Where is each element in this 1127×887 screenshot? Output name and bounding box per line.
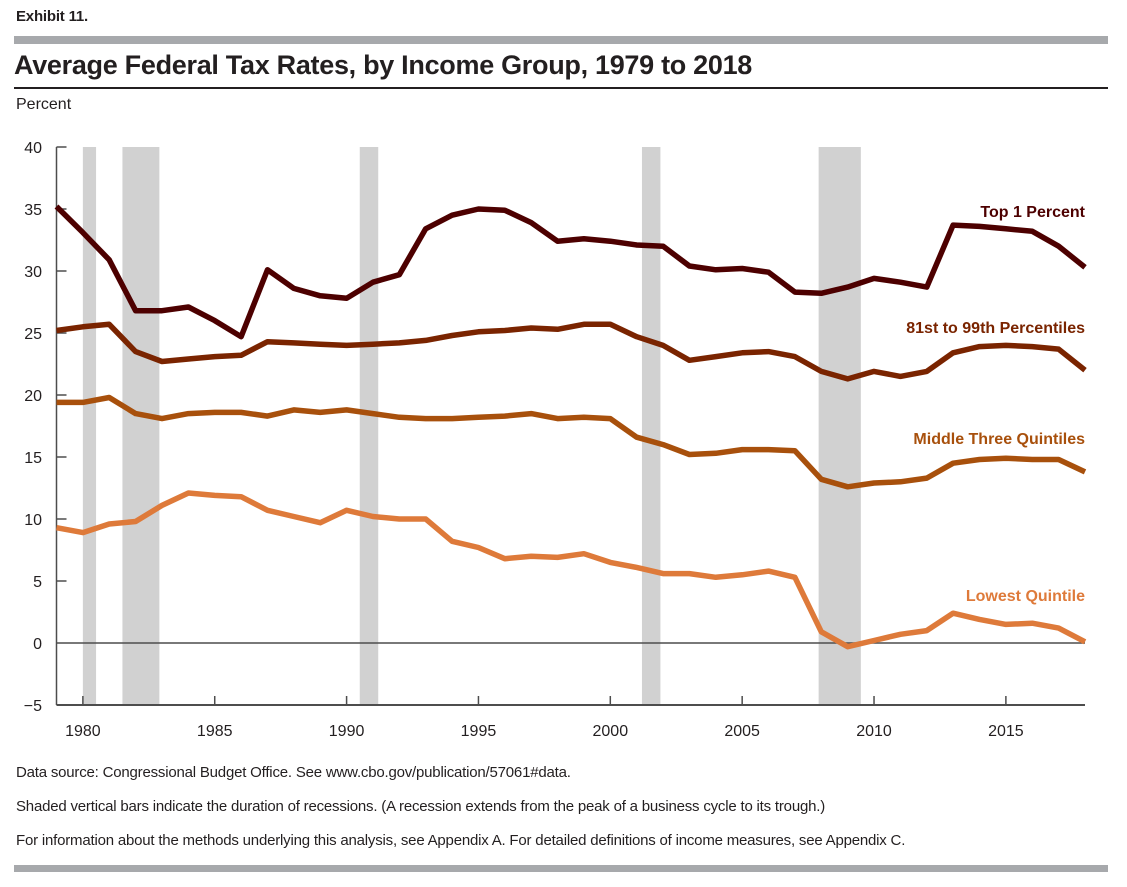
series-label-lowest-quintile: Lowest Quintile (966, 588, 1085, 605)
x-tick-label: 2015 (988, 723, 1024, 740)
axes: −5 0 5 10 15 20 25 30 35 40 1980 1985 1990 1995 2000 20… (24, 140, 1085, 740)
x-tick-label: 1980 (65, 723, 101, 740)
recession-band (82, 147, 97, 705)
x-tick-label: 2010 (856, 723, 892, 740)
exhibit-number: Exhibit 11. (16, 8, 88, 25)
y-axis-unit-label: Percent (16, 96, 72, 113)
series-line-middle-three-quintiles (56, 394, 1087, 490)
recession-bands (82, 147, 861, 705)
series-label-top-1-percent: Top 1 Percent (980, 204, 1085, 221)
y-tick-label: 25 (24, 326, 42, 343)
y-tick-label: 5 (33, 574, 42, 591)
note-methods: For information about the methods underl… (16, 832, 906, 849)
recession-band (818, 147, 861, 705)
x-tick-label: 1995 (461, 723, 497, 740)
recession-band (122, 147, 160, 705)
note-data-source: Data source: Congressional Budget Office… (16, 764, 571, 781)
series-label-81st-to-99th-percentiles: 81st to 99th Percentiles (906, 320, 1085, 337)
x-tick-label: 1990 (329, 723, 365, 740)
series-line-lowest-quintile (55, 490, 1087, 650)
series-label-middle-three-quintiles: Middle Three Quintiles (913, 431, 1085, 448)
y-tick-label: −5 (24, 698, 42, 715)
y-tick-label: 15 (24, 450, 42, 467)
y-tick-label: 35 (24, 202, 42, 219)
series-line-81st-to-99th-percentiles (56, 321, 1087, 382)
line-chart: −5 0 5 10 15 20 25 30 35 40 1980 1985 1990 1995 2000 20… (24, 140, 1087, 740)
x-tick-label: 1985 (197, 723, 233, 740)
x-tick-label: 2005 (724, 723, 760, 740)
y-tick-label: 40 (24, 140, 42, 157)
series-lines (54, 204, 1087, 650)
series-labels: Top 1 Percent 81st to 99th Percentiles Mid… (906, 204, 1085, 605)
recession-band (359, 147, 379, 705)
bottom-divider (14, 865, 1108, 872)
note-recessions: Shaded vertical bars indicate the durati… (16, 798, 826, 815)
x-tick-label: 2000 (593, 723, 629, 740)
series-line-top-1-percent (54, 204, 1087, 340)
y-tick-label: 30 (24, 264, 42, 281)
y-tick-label: 10 (24, 512, 42, 529)
chart-title: Average Federal Tax Rates, by Income Gro… (14, 50, 753, 80)
recession-band (641, 147, 661, 705)
top-divider (14, 36, 1108, 44)
y-tick-label: 20 (24, 388, 42, 405)
title-divider (14, 87, 1108, 89)
y-tick-label: 0 (33, 636, 42, 653)
